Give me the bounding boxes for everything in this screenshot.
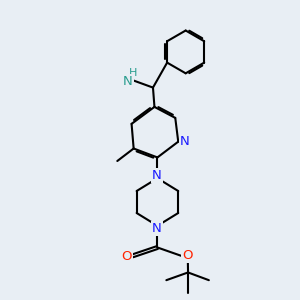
- Text: N: N: [123, 75, 133, 88]
- Text: O: O: [121, 250, 131, 263]
- Text: O: O: [182, 249, 193, 262]
- Text: N: N: [180, 135, 190, 148]
- Text: N: N: [152, 222, 162, 235]
- Text: H: H: [129, 68, 137, 78]
- Text: N: N: [152, 169, 162, 182]
